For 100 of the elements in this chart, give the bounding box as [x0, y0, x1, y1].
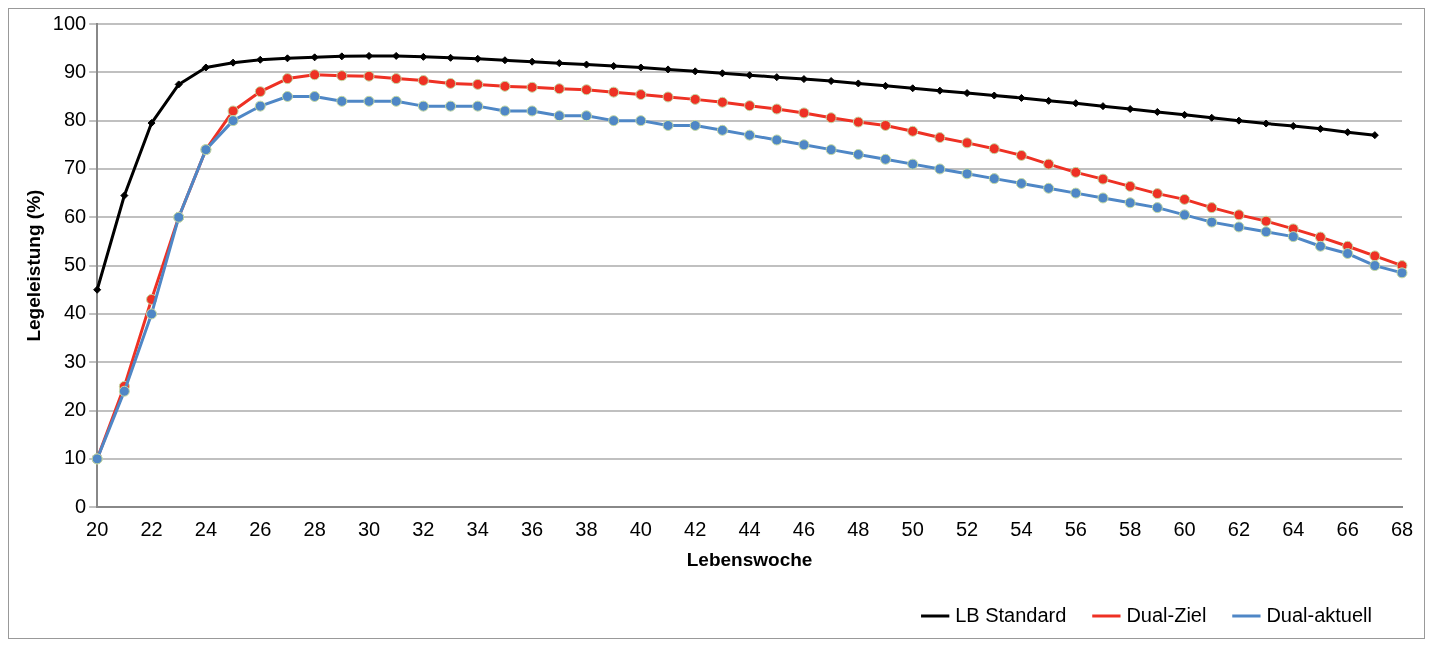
x-tick-label: 26	[249, 517, 272, 540]
point	[990, 91, 999, 100]
y-tick-label: 90	[63, 59, 87, 82]
point	[1343, 128, 1352, 137]
point	[363, 95, 375, 107]
y-tick-label: 60	[63, 204, 87, 227]
x-tick-label: 38	[575, 517, 598, 540]
point	[636, 63, 645, 72]
point	[771, 103, 783, 115]
x-tick-label: 36	[520, 517, 544, 540]
point	[1314, 231, 1326, 243]
point	[1369, 250, 1381, 262]
point	[1124, 180, 1136, 192]
point	[608, 86, 620, 98]
point	[417, 100, 429, 112]
point	[1369, 260, 1381, 272]
point	[1180, 110, 1189, 119]
point	[664, 65, 673, 74]
y-tick-label: 40	[63, 301, 87, 324]
point	[988, 143, 1000, 155]
point	[1233, 221, 1245, 233]
point	[852, 116, 864, 128]
point	[1044, 96, 1053, 105]
y-tick-label: 10	[63, 446, 87, 469]
point	[446, 53, 455, 62]
x-tick-label: 48	[847, 517, 870, 540]
point	[907, 125, 919, 137]
x-tick-label: 40	[629, 517, 652, 540]
point	[1097, 173, 1109, 185]
point	[390, 95, 402, 107]
point	[1151, 188, 1163, 200]
point	[281, 73, 293, 85]
point	[363, 70, 375, 82]
x-tick-label: 60	[1173, 517, 1196, 540]
point	[229, 58, 238, 67]
x-tick-label: 62	[1227, 517, 1251, 540]
point	[283, 54, 292, 63]
point	[254, 86, 266, 98]
point	[798, 139, 810, 151]
point	[1233, 209, 1245, 221]
y-tick-label: 50	[63, 253, 87, 276]
point	[174, 80, 183, 89]
point	[120, 191, 129, 200]
x-tick-label: 42	[684, 517, 707, 540]
point	[854, 79, 863, 88]
y-tick-label: 100	[52, 11, 87, 34]
point	[499, 80, 511, 92]
point	[417, 75, 429, 87]
point	[390, 73, 402, 85]
point	[880, 153, 891, 165]
legend-label: Dual-aktuell	[1266, 603, 1372, 626]
point	[961, 168, 973, 180]
point	[1015, 149, 1027, 161]
y-axis-title: Legeleistung (%)	[22, 189, 44, 342]
point	[445, 100, 457, 112]
point	[825, 144, 837, 156]
point	[580, 110, 592, 122]
point	[445, 77, 457, 89]
point	[1097, 192, 1109, 204]
point	[1207, 113, 1216, 122]
x-tick-label: 58	[1119, 517, 1142, 540]
point	[93, 285, 102, 294]
x-tick-label: 32	[412, 517, 435, 540]
point	[1234, 116, 1243, 125]
point	[499, 105, 511, 117]
point	[336, 70, 348, 82]
point	[1124, 197, 1136, 209]
point	[1206, 216, 1218, 228]
point	[472, 100, 484, 112]
point	[961, 137, 973, 149]
point	[1314, 240, 1326, 252]
point	[907, 158, 919, 170]
x-tick-label: 64	[1282, 517, 1305, 540]
point	[744, 129, 756, 141]
x-tick-label: 46	[792, 517, 816, 540]
x-tick-label: 68	[1390, 517, 1414, 540]
point	[1070, 166, 1082, 178]
point	[336, 95, 348, 107]
y-tick-label: 70	[63, 156, 87, 179]
x-tick-label: 66	[1336, 517, 1359, 540]
point	[1206, 202, 1218, 214]
point	[281, 90, 293, 102]
point	[1260, 215, 1272, 227]
x-tick-label: 54	[1010, 517, 1033, 540]
point	[227, 115, 239, 127]
point	[118, 385, 130, 397]
point	[662, 119, 674, 131]
x-tick-label: 52	[955, 517, 979, 540]
point	[582, 60, 591, 69]
point	[934, 163, 946, 175]
x-tick-label: 44	[738, 517, 761, 540]
point	[798, 107, 810, 119]
x-tick-label: 34	[466, 517, 489, 540]
x-tick-label: 24	[194, 517, 218, 540]
point	[553, 110, 565, 122]
point	[880, 119, 891, 131]
point	[662, 91, 674, 103]
point	[689, 93, 701, 105]
y-tick-label: 30	[63, 349, 87, 372]
point	[635, 115, 647, 127]
